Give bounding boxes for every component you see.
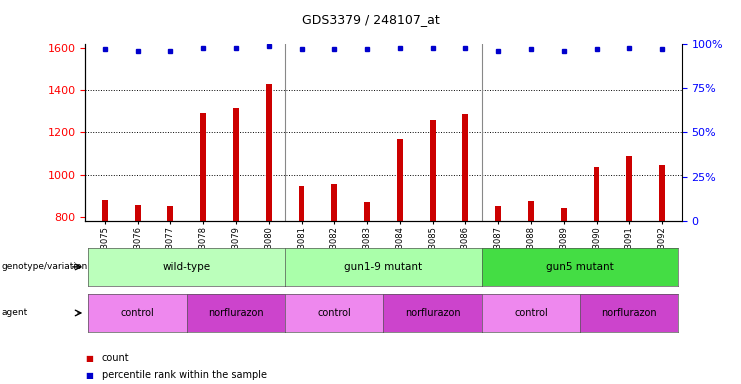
- Bar: [626, 156, 632, 221]
- Bar: [364, 202, 370, 221]
- Bar: [331, 184, 337, 221]
- Text: genotype/variation: genotype/variation: [1, 262, 87, 271]
- Text: control: control: [317, 308, 351, 318]
- Bar: [135, 205, 141, 221]
- Bar: [397, 139, 403, 221]
- Bar: [299, 186, 305, 221]
- Text: norflurazon: norflurazon: [602, 308, 657, 318]
- Text: count: count: [102, 353, 129, 363]
- Text: control: control: [121, 308, 155, 318]
- Text: norflurazon: norflurazon: [208, 308, 264, 318]
- Bar: [462, 114, 468, 221]
- Bar: [430, 120, 436, 221]
- Text: norflurazon: norflurazon: [405, 308, 460, 318]
- Bar: [167, 206, 173, 221]
- Bar: [200, 113, 206, 221]
- Text: ■: ■: [85, 354, 93, 363]
- Bar: [594, 167, 599, 221]
- Text: agent: agent: [1, 308, 27, 318]
- Bar: [233, 108, 239, 221]
- Bar: [659, 165, 665, 221]
- Text: gun5 mutant: gun5 mutant: [546, 262, 614, 272]
- Text: ■: ■: [85, 371, 93, 380]
- Text: GDS3379 / 248107_at: GDS3379 / 248107_at: [302, 13, 439, 26]
- Bar: [266, 84, 272, 221]
- Bar: [561, 208, 567, 221]
- Bar: [495, 206, 501, 221]
- Bar: [102, 200, 108, 221]
- Text: gun1-9 mutant: gun1-9 mutant: [345, 262, 422, 272]
- Bar: [528, 201, 534, 221]
- Text: wild-type: wild-type: [163, 262, 211, 272]
- Text: control: control: [514, 308, 548, 318]
- Text: percentile rank within the sample: percentile rank within the sample: [102, 370, 267, 380]
